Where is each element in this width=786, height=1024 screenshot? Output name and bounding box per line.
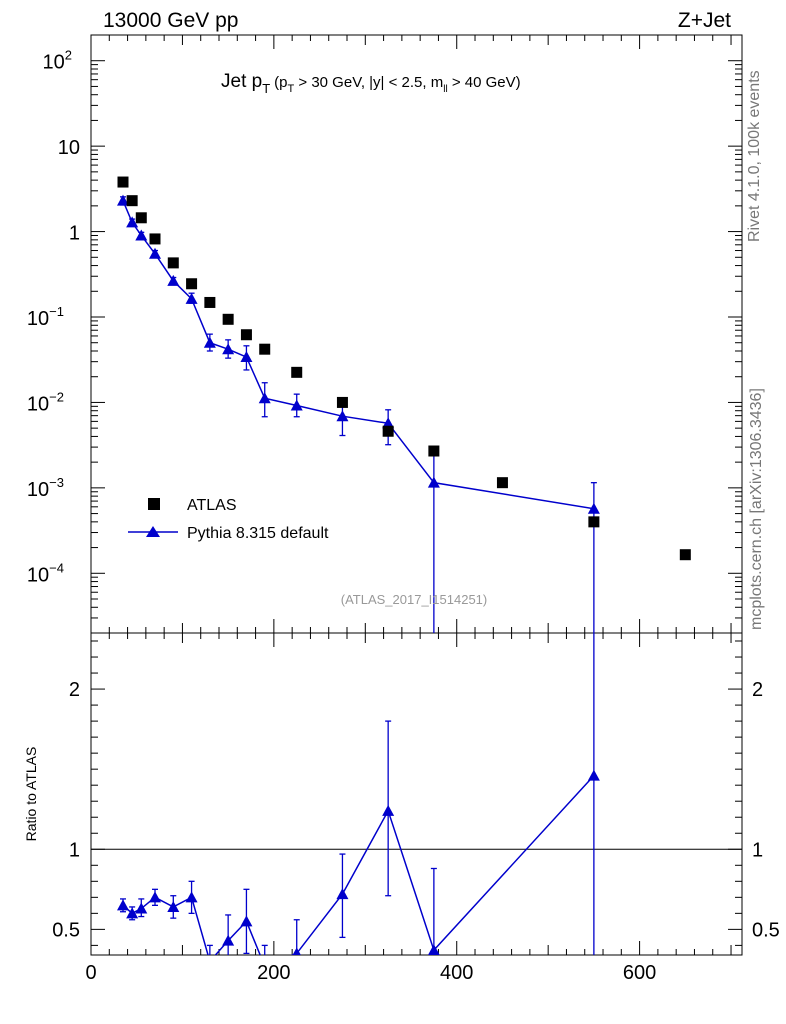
mcplots-label: mcplots.cern.ch [arXiv:1306.3436] xyxy=(748,388,765,630)
data-point xyxy=(428,445,440,457)
ratio-point xyxy=(587,769,600,781)
main-series xyxy=(117,176,691,633)
mc-point xyxy=(149,247,162,259)
data-point xyxy=(149,233,161,245)
ratio-point xyxy=(240,915,253,927)
mc-point xyxy=(167,274,180,286)
ratio-point xyxy=(126,907,139,919)
data-point xyxy=(186,278,198,290)
data-point xyxy=(204,296,216,308)
mc-series-line xyxy=(122,200,594,510)
legend-label-mc: Pythia 8.315 default xyxy=(187,525,329,542)
rivet-label: Rivet 4.1.0, 100k events xyxy=(746,70,763,242)
legend-label-data: ATLAS xyxy=(187,497,237,514)
data-point xyxy=(240,329,252,341)
ratio-xtick-label: 400 xyxy=(440,962,473,984)
main-panel-frame xyxy=(90,34,743,634)
analysis-id: (ATLAS_2017_I1514251) xyxy=(341,592,487,607)
ratio-ytick-label-right: 0.5 xyxy=(752,919,780,941)
data-point xyxy=(117,176,129,188)
main-ytick-label: 10−3 xyxy=(27,475,64,501)
main-ytick-label: 10−4 xyxy=(27,560,64,586)
mc-point xyxy=(290,399,303,411)
ratio-point xyxy=(204,955,216,966)
mc-point xyxy=(587,502,600,514)
data-point xyxy=(496,477,508,489)
data-point xyxy=(679,549,691,561)
ratio-series xyxy=(117,633,600,966)
ratio-point xyxy=(135,902,148,914)
data-point xyxy=(135,212,147,224)
header-right: Z+Jet xyxy=(678,9,731,32)
ratio-xtick-label: 200 xyxy=(257,962,290,984)
mc-point xyxy=(336,410,349,422)
ratio-ytick-label: 0.5 xyxy=(52,919,80,941)
mc-point xyxy=(382,417,395,429)
main-axis: 102 10 1 10−1 10−2 10−3 10−4 xyxy=(27,34,742,634)
main-ytick-label: 102 xyxy=(43,48,72,74)
ratio-ytick-label-right: 1 xyxy=(752,839,763,861)
ratio-point xyxy=(185,891,198,903)
legend-marker-data xyxy=(148,498,160,510)
mc-point xyxy=(427,476,440,488)
legend-marker-mc xyxy=(146,526,160,537)
ratio-point xyxy=(149,891,162,903)
plot-title: Jet pT (pT > 30 GeV, |y| < 2.5, mll > 40 … xyxy=(221,71,521,96)
header-left: 13000 GeV pp xyxy=(103,9,238,32)
data-point xyxy=(126,195,138,207)
ratio-point xyxy=(382,804,395,816)
data-point xyxy=(382,425,394,437)
data-point xyxy=(259,343,271,355)
mc-point xyxy=(117,194,130,206)
data-point xyxy=(336,396,348,408)
data-point xyxy=(291,366,303,378)
ratio-point xyxy=(222,934,235,946)
ratio-ytick-label: 2 xyxy=(69,679,80,701)
data-point xyxy=(588,516,600,528)
ratio-ylabel: Ratio to ATLAS xyxy=(23,747,39,842)
main-ytick-label: 10−2 xyxy=(27,389,64,415)
main-ytick-label: 10 xyxy=(58,137,80,159)
ratio-panel-frame xyxy=(90,632,743,956)
ratio-xtick-label: 0 xyxy=(85,962,96,984)
main-ytick-label: 10−1 xyxy=(27,304,64,330)
ratio-axis: 0.5 0.5 1 1 2 2 0 200 400 600 xyxy=(52,633,780,984)
header-texts: 13000 GeV pp Z+Jet xyxy=(103,9,731,32)
ratio-ytick-label: 1 xyxy=(69,839,80,861)
mc-point xyxy=(240,351,253,363)
ratio-point xyxy=(427,944,440,955)
data-point xyxy=(222,313,234,325)
ratio-point xyxy=(336,888,349,900)
main-ytick-label: 1 xyxy=(69,223,80,245)
legend: ATLAS Pythia 8.315 default xyxy=(128,497,329,542)
ratio-ytick-label-right: 2 xyxy=(752,679,763,701)
ratio-xtick-label: 600 xyxy=(623,962,656,984)
ratio-point xyxy=(167,900,180,912)
mc-point xyxy=(222,343,235,355)
ratio-point xyxy=(117,899,130,911)
ratio-point xyxy=(292,947,301,955)
mc-point xyxy=(185,292,198,304)
mc-point xyxy=(258,392,271,404)
data-point xyxy=(167,257,179,269)
ratio-series-line xyxy=(122,775,595,955)
mc-point xyxy=(135,229,148,241)
mc-point xyxy=(203,336,216,348)
mc-point xyxy=(126,216,139,228)
